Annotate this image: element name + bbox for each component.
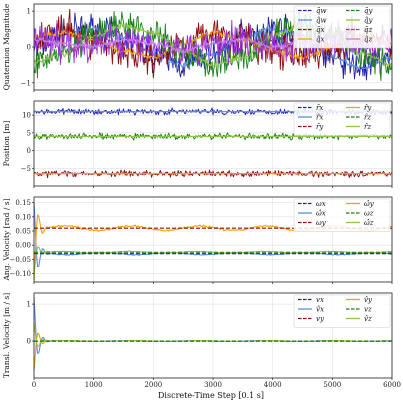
legend: ωx ω̂y ω̂x ωz ωy ω̂z — [293, 198, 391, 232]
x-axis-label: Discrete-Time Step [0.1 s] — [158, 391, 264, 400]
legend-label: ω̂z — [364, 218, 374, 227]
legend-label: ωz — [364, 210, 374, 218]
legend-label: q̃x — [316, 25, 324, 34]
legend-label: r̂x — [316, 113, 323, 122]
y-axis-label: Position [m] — [2, 121, 11, 167]
legend-label: r̃z — [364, 113, 371, 122]
y-tick-label: 0.15 — [15, 199, 31, 207]
y-tick-label: −0.05 — [10, 256, 31, 264]
legend: r̃x r̂y r̂x r̃z r̃y r̂z — [293, 102, 391, 136]
subplot-4: 0 1 0 1000 2000 3000 4000 5000 6000 Transl. Veloc… — [2, 292, 401, 389]
legend-label: q̃w — [316, 6, 326, 15]
legend-label: ω̂y — [364, 199, 375, 208]
y-axis-label: Ang. Velocity [rad / s] — [2, 198, 11, 281]
y-tick-label: 0 — [27, 44, 31, 52]
x-tick-label: 2000 — [144, 381, 162, 389]
legend-label: r̂z — [364, 122, 371, 131]
plot-area — [34, 296, 392, 372]
x-tick-label: 6000 — [383, 381, 401, 389]
legend-label: v̂y — [364, 295, 373, 304]
legend: vx v̂y v̂x vz vy v̂z — [293, 294, 391, 328]
x-tick-label: 0 — [32, 381, 36, 389]
subplot-3: −0.10 −0.05 0.00 0.05 0.10 0.15 Ang. Velocity … — [2, 196, 393, 284]
series-line-r̂_z — [34, 135, 392, 138]
series-line-r_y — [34, 169, 392, 179]
y-axis-label: Quaternion Magnitude — [2, 3, 11, 90]
legend-label: v̂x — [316, 305, 324, 314]
estimate-line-ω̂_x — [34, 201, 392, 268]
y-tick-label: 0 — [27, 338, 31, 346]
legend-label: v̂z — [364, 314, 372, 323]
legend-label: ω̂x — [316, 209, 326, 218]
legend-label: q̃y — [364, 6, 373, 15]
legend-label: vy — [316, 315, 325, 323]
legend-label: q̂z — [364, 35, 372, 44]
y-tick-label: 10 — [22, 112, 31, 120]
y-tick-label: 5 — [27, 129, 31, 137]
y-tick-label: −0.10 — [10, 270, 31, 278]
y-tick-label: 0.10 — [15, 213, 31, 221]
y-tick-label: 0.05 — [15, 228, 31, 236]
legend-label: ωx — [316, 200, 326, 208]
legend-label: q̂x — [316, 35, 324, 44]
series-line-q̂_w — [34, 25, 392, 70]
x-tick-label: 3000 — [204, 381, 222, 389]
legend-label: vz — [364, 306, 372, 314]
legend-label: q̂w — [316, 16, 326, 25]
legend: q̃w q̃y q̂w q̂y q̃x q̃z q̂x q̂z — [293, 5, 391, 49]
estimate-line-ω̂_z — [34, 246, 392, 275]
estimate-line-v̂_z — [34, 322, 392, 347]
x-tick-label: 1000 — [85, 381, 103, 389]
legend-label: ωy — [316, 219, 327, 227]
legend-label: q̂y — [364, 16, 373, 25]
legend-label: q̃z — [364, 25, 372, 34]
y-tick-label: −5 — [21, 165, 31, 173]
x-tick-label: 4000 — [264, 381, 282, 389]
series-line-r̂_y — [34, 172, 392, 175]
y-tick-label: 1 — [27, 8, 31, 16]
legend-label: r̃y — [316, 122, 324, 131]
y-tick-label: 0 — [27, 147, 31, 155]
subplot-2: −5 0 5 10 Position [m] r̃x r̂y r̂x r̃z r̃y r̂z — [2, 100, 393, 188]
y-axis-label: Transl. Velocity [m / s] — [2, 293, 11, 378]
legend-label: vx — [316, 296, 324, 304]
legend-label: r̃x — [316, 103, 323, 112]
y-tick-label: −1 — [21, 79, 31, 87]
y-tick-label: 0.00 — [15, 242, 31, 250]
y-tick-label: 1 — [27, 301, 31, 309]
series-line-r_z — [34, 132, 392, 141]
legend-label: r̂y — [364, 103, 372, 112]
x-tick-label: 5000 — [323, 381, 341, 389]
